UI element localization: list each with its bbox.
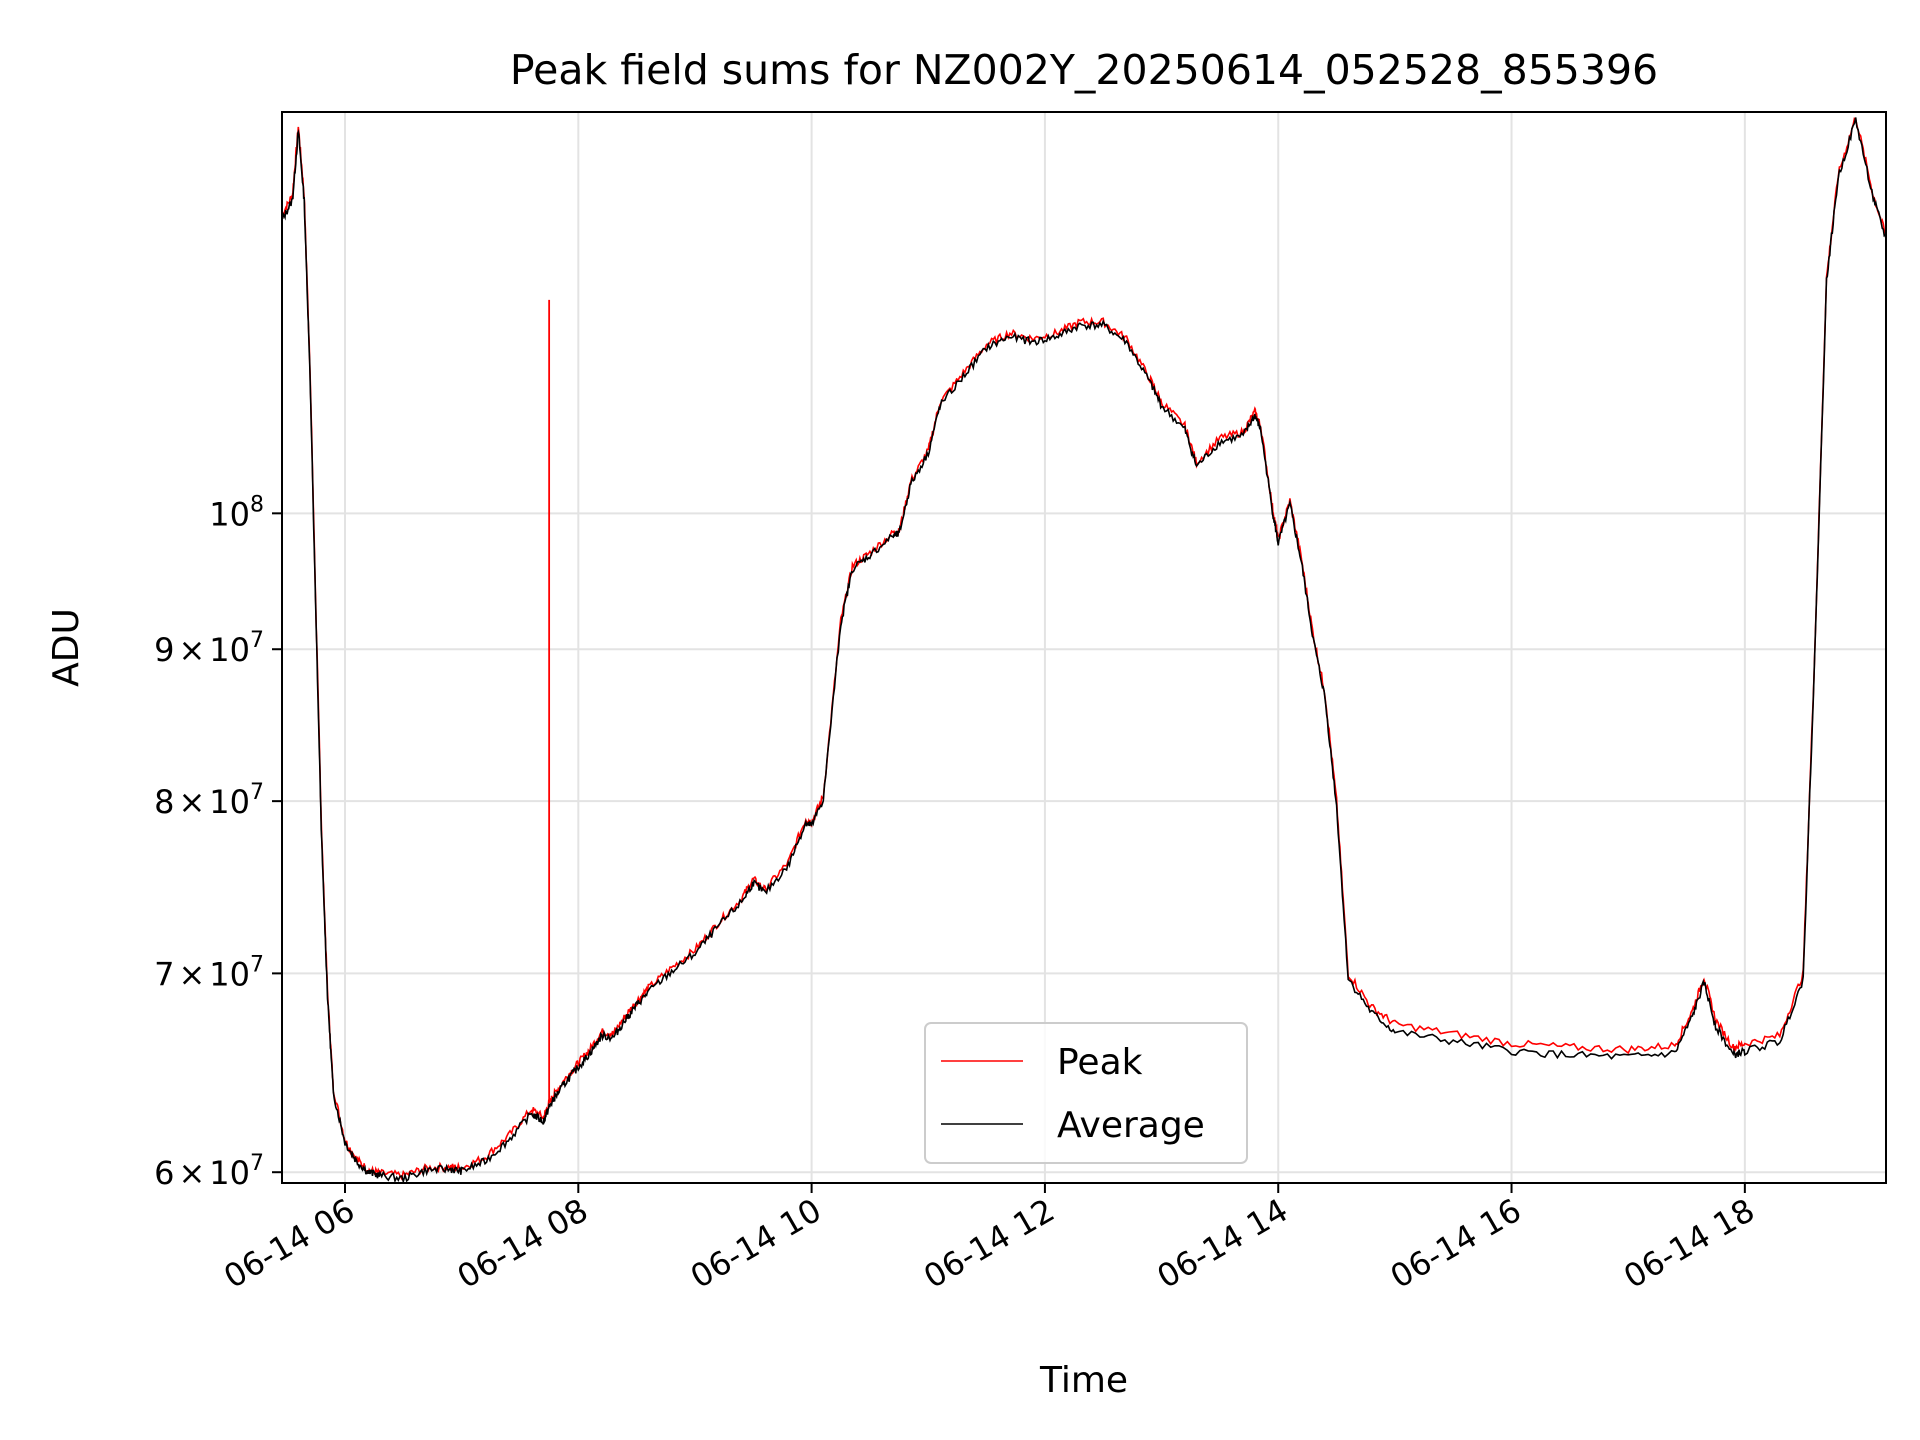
legend-label-average: Average [1057,1105,1205,1146]
y-tick-label: 8 × 107 [154,780,264,821]
legend: Peak Average [924,1022,1248,1164]
y-axis-label: ADU [46,608,87,687]
plot-frame [281,111,1887,1184]
y-tick-label: 108 [209,492,264,533]
chart-title: Peak field sums for NZ002Y_20250614_0525… [510,46,1658,94]
y-tick-label: 7 × 107 [154,952,264,993]
y-tick-label: 6 × 107 [154,1151,264,1192]
y-tick-label: 9 × 107 [154,628,264,669]
x-axis-label: Time [1039,1360,1128,1401]
series-line-average [282,117,1886,1183]
legend-label-peak: Peak [1057,1042,1143,1083]
series-layer [282,117,1886,1183]
legend-box [924,1022,1248,1164]
